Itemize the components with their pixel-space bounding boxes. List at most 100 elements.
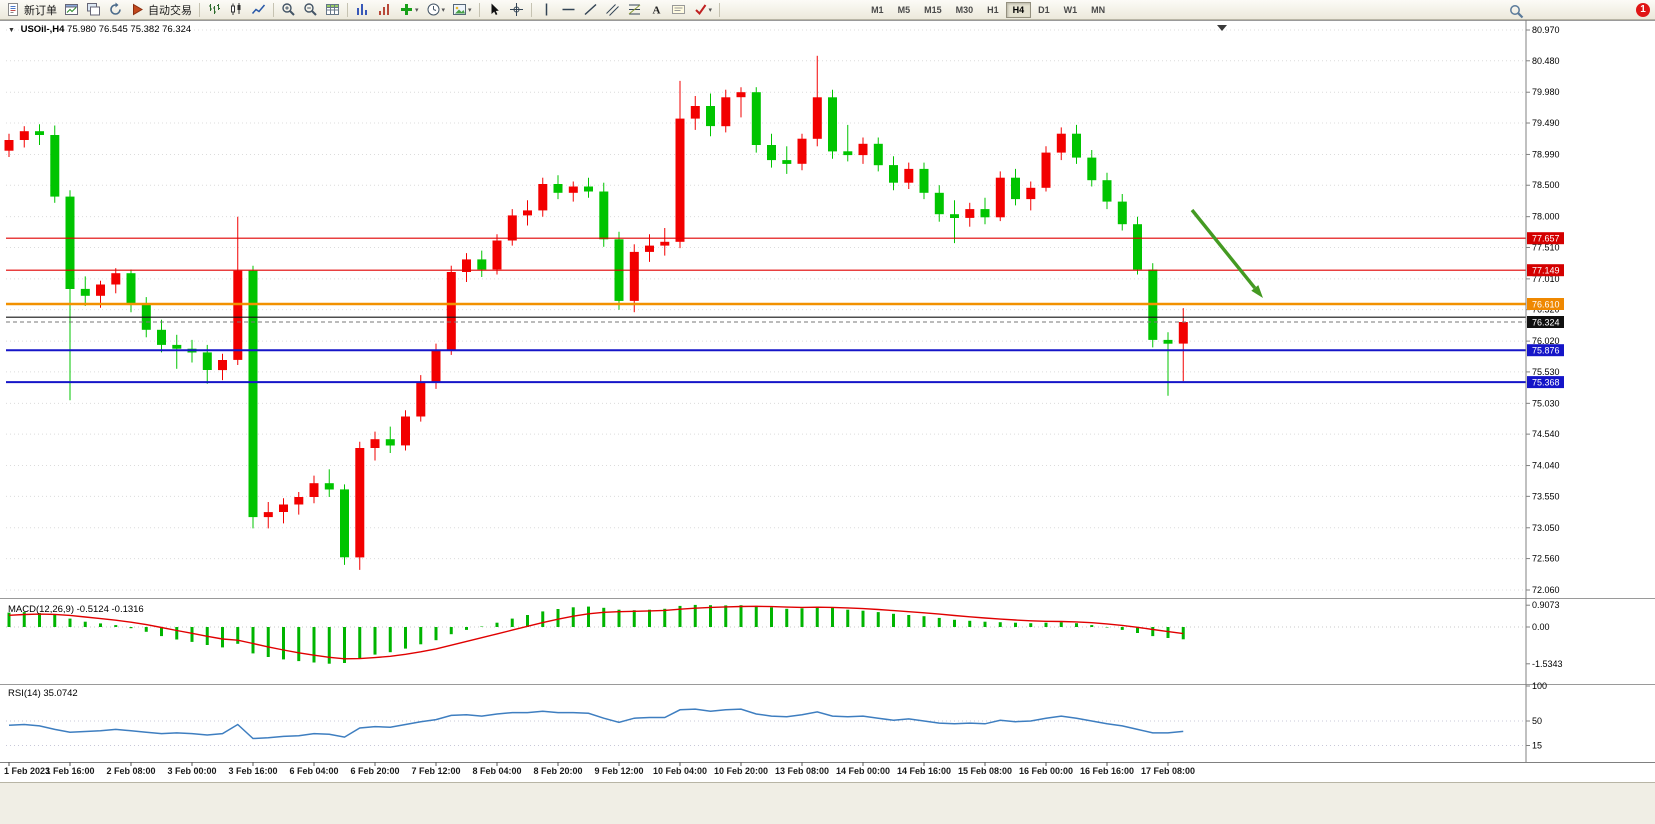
toolbar-separator: [347, 2, 348, 17]
horizontal-line-button[interactable]: [558, 1, 579, 19]
collapse-arrow-icon[interactable]: ▼: [8, 27, 15, 34]
auto-trading-button[interactable]: 自动交易: [127, 1, 195, 19]
candlestick-chart-button[interactable]: [226, 1, 247, 19]
macd-label: MACD(12,26,9) -0.5124 -0.1316: [8, 604, 144, 615]
grid-button[interactable]: [322, 1, 343, 19]
bottom-strip: [0, 782, 1655, 824]
zoom-out-button[interactable]: [300, 1, 321, 19]
svg-text:3 Feb 00:00: 3 Feb 00:00: [167, 766, 216, 776]
svg-text:77.510: 77.510: [1532, 242, 1560, 252]
indicators-button[interactable]: ▾: [396, 1, 422, 19]
notification-badge[interactable]: 1: [1636, 3, 1650, 17]
svg-text:14 Feb 00:00: 14 Feb 00:00: [836, 766, 890, 776]
profiles-button[interactable]: [83, 1, 104, 19]
svg-text:8 Feb 20:00: 8 Feb 20:00: [533, 766, 582, 776]
price-badge: 75.876: [1527, 344, 1564, 357]
periods-button[interactable]: ▾: [423, 1, 449, 19]
timeframe-m1[interactable]: M1: [871, 4, 884, 15]
arrow-annotation[interactable]: [1190, 208, 1263, 298]
svg-text:2 Feb 08:00: 2 Feb 08:00: [106, 766, 155, 776]
svg-text:73.050: 73.050: [1532, 523, 1560, 533]
indicators-icon: [399, 2, 414, 17]
text-icon: A: [649, 2, 664, 17]
timeframe-m15[interactable]: M15: [924, 4, 942, 15]
timeframe-mn[interactable]: MN: [1091, 4, 1106, 15]
templates-button[interactable]: ▾: [449, 1, 475, 19]
macd-signal-line: [8, 605, 1184, 660]
vertical-line-icon: [539, 2, 554, 17]
crosshair-icon: [509, 2, 524, 17]
svg-text:50: 50: [1532, 716, 1542, 726]
channel-icon: [605, 2, 620, 17]
timeframe-m30[interactable]: M30: [955, 4, 974, 15]
chart-symbol-period: USOil-,H4: [20, 24, 65, 35]
chart-shift-marker[interactable]: [1217, 25, 1227, 31]
text-label-button[interactable]: [668, 1, 689, 19]
auto-trading-button-label: 自动交易: [148, 4, 192, 17]
chevron-down-icon: ▾: [468, 6, 472, 14]
svg-text:75.368: 75.368: [1532, 378, 1560, 388]
rsi-line: [8, 708, 1184, 740]
fibonacci-button[interactable]: [624, 1, 645, 19]
timeframe-h1[interactable]: H1: [987, 4, 999, 15]
svg-text:0.9073: 0.9073: [1532, 600, 1560, 610]
toolbar-separator: [273, 2, 274, 17]
timeframe-d1[interactable]: D1: [1038, 4, 1050, 15]
chart-ohlc: 75.980 76.545 75.382 76.324: [67, 24, 192, 35]
new-order-button-label: 新订单: [24, 4, 57, 17]
price-badge: 77.149: [1527, 264, 1564, 277]
price-scale: 80.970 80.480 79.980 79.490 78.990 78.500 78.0…: [1526, 25, 1560, 595]
search-button[interactable]: [1506, 2, 1527, 20]
trendline-icon: [583, 2, 598, 17]
auto-trading-icon: [130, 2, 145, 17]
svg-text:75.876: 75.876: [1532, 346, 1560, 356]
svg-text:72.560: 72.560: [1532, 554, 1560, 564]
svg-text:14 Feb 16:00: 14 Feb 16:00: [897, 766, 951, 776]
svg-text:74.040: 74.040: [1532, 461, 1560, 471]
chart-background: [0, 20, 1655, 782]
chart-window-button[interactable]: [61, 1, 82, 19]
chart-canvas[interactable]: 80.970 80.480 79.980 79.490 78.990 78.500 78.0…: [0, 20, 1655, 824]
cursor-icon: [487, 2, 502, 17]
svg-text:74.540: 74.540: [1532, 429, 1560, 439]
new-order-button[interactable]: 新订单: [3, 1, 60, 19]
zoom-in-button[interactable]: [278, 1, 299, 19]
fibonacci-icon: [627, 2, 642, 17]
svg-text:78.990: 78.990: [1532, 149, 1560, 159]
refresh-button[interactable]: [105, 1, 126, 19]
cursor-button[interactable]: [484, 1, 505, 19]
text-button[interactable]: A: [646, 1, 667, 19]
crosshair-button[interactable]: [506, 1, 527, 19]
chart-window-icon: [64, 2, 79, 17]
main-toolbar: 新订单 自动交易 ▾ ▾ ▾ A ▾ M1 M5 M15 M30 H1 H4 D1 W1 MN 1: [0, 0, 1655, 20]
svg-text:A: A: [652, 5, 660, 17]
price-grid: [6, 29, 1526, 591]
horizontal-line-icon: [561, 2, 576, 17]
chevron-down-icon: ▾: [708, 6, 713, 14]
svg-text:80.970: 80.970: [1532, 25, 1560, 35]
channel-button[interactable]: [602, 1, 623, 19]
svg-text:3 Feb 16:00: 3 Feb 16:00: [228, 766, 277, 776]
arrange-window-button[interactable]: [374, 1, 395, 19]
timeframe-m5[interactable]: M5: [897, 4, 911, 15]
timeframe-h4[interactable]: H4: [1005, 1, 1032, 18]
vertical-line-button[interactable]: [536, 1, 557, 19]
svg-text:73.550: 73.550: [1532, 491, 1560, 501]
svg-text:0.00: 0.00: [1532, 622, 1550, 632]
trendline-button[interactable]: [580, 1, 601, 19]
svg-text:78.000: 78.000: [1532, 212, 1560, 222]
arrows-button[interactable]: ▾: [690, 1, 716, 19]
chart-area[interactable]: 80.970 80.480 79.980 79.490 78.990 78.500 78.0…: [0, 20, 1655, 824]
line-chart-button[interactable]: [248, 1, 269, 19]
bar-chart-button[interactable]: [204, 1, 225, 19]
svg-text:10 Feb 04:00: 10 Feb 04:00: [653, 766, 707, 776]
toolbar-separator: [719, 2, 721, 17]
svg-text:6 Feb 20:00: 6 Feb 20:00: [350, 766, 399, 776]
svg-text:100: 100: [1532, 681, 1547, 691]
indicator-window-button[interactable]: [352, 1, 373, 19]
svg-text:77.657: 77.657: [1532, 234, 1560, 244]
timeframe-w1[interactable]: W1: [1063, 4, 1078, 15]
svg-text:1 Feb 16:00: 1 Feb 16:00: [45, 766, 94, 776]
line-chart-icon: [251, 2, 266, 17]
svg-text:76.610: 76.610: [1532, 300, 1560, 310]
